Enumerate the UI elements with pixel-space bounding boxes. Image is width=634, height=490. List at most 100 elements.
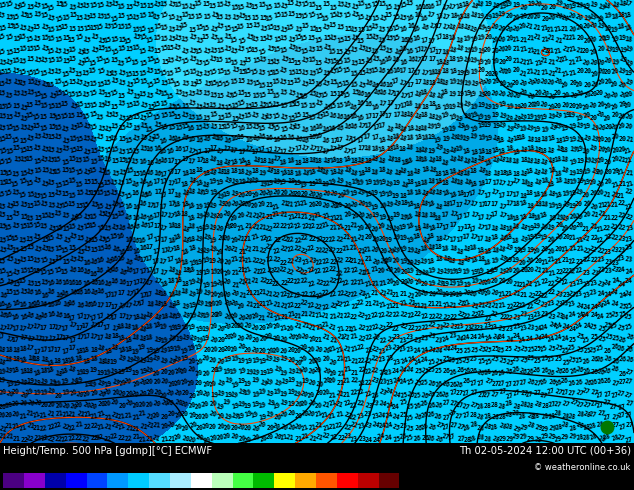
Text: 19: 19	[273, 379, 282, 387]
Text: 18: 18	[477, 256, 485, 262]
Text: 17: 17	[435, 223, 443, 229]
Text: 15: 15	[349, 47, 358, 54]
Text: 19: 19	[202, 268, 211, 276]
Text: 15: 15	[124, 137, 133, 145]
Text: 19: 19	[533, 233, 542, 240]
Text: 20: 20	[209, 336, 219, 343]
Text: 18: 18	[377, 157, 387, 165]
Text: 16: 16	[89, 258, 98, 266]
Text: 18: 18	[117, 323, 126, 330]
Text: 20: 20	[132, 402, 141, 409]
Text: 21: 21	[553, 47, 562, 55]
Text: 20: 20	[526, 267, 534, 273]
Text: 18: 18	[505, 136, 515, 145]
Text: 19: 19	[555, 214, 564, 221]
Text: 15: 15	[34, 215, 42, 221]
Text: 19: 19	[202, 289, 211, 297]
Text: 18: 18	[11, 366, 21, 374]
Text: 23: 23	[414, 337, 423, 343]
Text: 15: 15	[5, 289, 13, 295]
Text: 19: 19	[596, 22, 605, 29]
Text: 18: 18	[449, 67, 458, 75]
Text: 20: 20	[224, 245, 233, 252]
Text: 15: 15	[117, 200, 127, 209]
Text: 20: 20	[371, 258, 380, 266]
Text: 16: 16	[96, 289, 105, 295]
Text: 15: 15	[68, 223, 77, 230]
Text: 21: 21	[160, 435, 169, 442]
Text: 20: 20	[356, 224, 365, 232]
Text: 15: 15	[224, 103, 233, 111]
Text: 18: 18	[540, 191, 548, 198]
Text: 19: 19	[53, 381, 61, 387]
Text: 17: 17	[110, 314, 119, 321]
Text: 19: 19	[449, 268, 457, 275]
Text: 20: 20	[602, 92, 612, 100]
Text: 19: 19	[483, 103, 492, 111]
Text: 18: 18	[547, 157, 556, 165]
Text: 16: 16	[349, 123, 358, 130]
Text: 20: 20	[287, 333, 297, 341]
Text: 19: 19	[611, 59, 620, 66]
Text: 19: 19	[485, 269, 493, 275]
Text: 17: 17	[498, 211, 507, 220]
Text: 17: 17	[103, 324, 112, 331]
Text: 21: 21	[286, 434, 295, 441]
Text: 20: 20	[307, 399, 316, 407]
Text: 25: 25	[547, 345, 557, 353]
Text: 17: 17	[279, 148, 287, 155]
Text: 20: 20	[370, 246, 379, 253]
Text: 19: 19	[237, 388, 247, 396]
Text: 20: 20	[307, 346, 316, 353]
Text: 15: 15	[110, 48, 120, 56]
Text: 15: 15	[0, 103, 7, 110]
Text: 15: 15	[32, 2, 41, 10]
Text: 15: 15	[104, 146, 113, 154]
Text: 21: 21	[236, 235, 245, 242]
Text: 24: 24	[413, 347, 422, 354]
Text: 27: 27	[435, 421, 444, 429]
Text: 20: 20	[386, 247, 395, 255]
Text: 18: 18	[560, 166, 569, 174]
Text: 15: 15	[160, 11, 170, 19]
Text: 24: 24	[385, 387, 394, 395]
Text: 17: 17	[152, 201, 161, 209]
Text: 20: 20	[314, 402, 323, 409]
Text: 19: 19	[238, 178, 246, 185]
Text: 15: 15	[243, 112, 252, 119]
Text: 22: 22	[321, 258, 331, 265]
Text: 21: 21	[378, 289, 387, 297]
Text: 23: 23	[434, 337, 443, 343]
Text: 15: 15	[68, 146, 78, 154]
Text: 20: 20	[505, 278, 514, 285]
Text: 20: 20	[623, 101, 633, 109]
Text: 18: 18	[399, 147, 407, 152]
Text: 19: 19	[512, 1, 520, 8]
Text: 21: 21	[243, 245, 253, 253]
Text: 20: 20	[216, 225, 224, 233]
Text: 22: 22	[46, 436, 56, 444]
Text: 27: 27	[448, 410, 457, 418]
Text: 21: 21	[103, 423, 113, 431]
Text: 21: 21	[335, 390, 345, 397]
Text: 20: 20	[131, 391, 140, 398]
Text: 20: 20	[182, 390, 190, 395]
Text: 24: 24	[484, 333, 493, 342]
Text: 15: 15	[102, 236, 112, 244]
Text: 19: 19	[434, 144, 443, 152]
Text: 19: 19	[441, 111, 450, 119]
Text: 18: 18	[512, 158, 520, 165]
Text: 22: 22	[315, 259, 324, 266]
Text: 19: 19	[195, 337, 204, 343]
Text: 19: 19	[182, 303, 191, 310]
Text: 25: 25	[406, 403, 415, 410]
Text: 15: 15	[187, 90, 196, 98]
Text: 15: 15	[104, 111, 113, 119]
Text: 15: 15	[32, 257, 41, 264]
Text: 19: 19	[61, 389, 70, 396]
Text: 19: 19	[526, 124, 535, 132]
Text: 21: 21	[435, 301, 443, 307]
Text: 15: 15	[167, 78, 176, 85]
Text: 21: 21	[335, 345, 345, 354]
Text: 28: 28	[583, 435, 591, 441]
